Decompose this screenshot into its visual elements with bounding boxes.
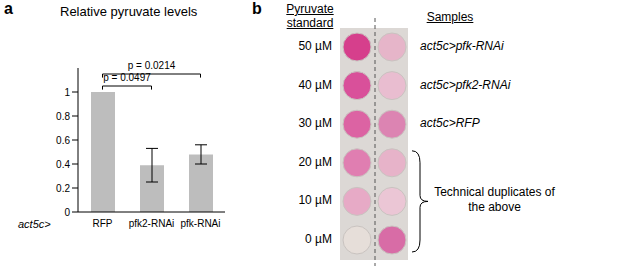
svg-text:0.6: 0.6 [56, 135, 70, 146]
html-text:Pyruvate standard: Pyruvate standard [286, 2, 334, 30]
html-text:40 µM: 40 µM [298, 77, 332, 92]
svg-text:0.2: 0.2 [56, 183, 70, 194]
svg-text:0.8: 0.8 [56, 111, 70, 122]
html-text:act5c>: act5c> [18, 218, 51, 230]
svg-text:0: 0 [64, 207, 70, 218]
svg-text:0.4: 0.4 [56, 159, 70, 170]
html-text:Technical duplicates of the ab: Technical duplicates of the above [434, 185, 555, 215]
html-text:Samples: Samples [426, 10, 474, 24]
html-text:a: a [4, 0, 13, 17]
svg-text:p = 0.0214: p = 0.0214 [128, 60, 176, 71]
html-text:act5c>pfk2-RNAi: act5c>pfk2-RNAi [420, 77, 511, 92]
svg-text:pfk-RNAi: pfk-RNAi [180, 218, 220, 229]
svg-text:RFP: RFP [93, 218, 113, 229]
svg-text:1: 1 [64, 87, 70, 98]
html-text:20 µM: 20 µM [298, 154, 332, 169]
html-text:30 µM: 30 µM [298, 116, 332, 131]
html-text:0 µM: 0 µM [305, 232, 332, 246]
html-text:act5c>pfk-RNAi: act5c>pfk-RNAi [420, 39, 504, 53]
html-text:50 µM: 50 µM [298, 39, 332, 53]
html-text:b: b [252, 0, 262, 17]
svg-text:p = 0.0497: p = 0.0497 [103, 72, 151, 83]
html-text:10 µM: 10 µM [298, 193, 332, 208]
svg-text:pfk2-RNAi: pfk2-RNAi [129, 218, 175, 229]
html-text:Relative pyruvate levels: Relative pyruvate levels [60, 4, 198, 19]
html-text:act5c>RFP: act5c>RFP [420, 116, 480, 131]
